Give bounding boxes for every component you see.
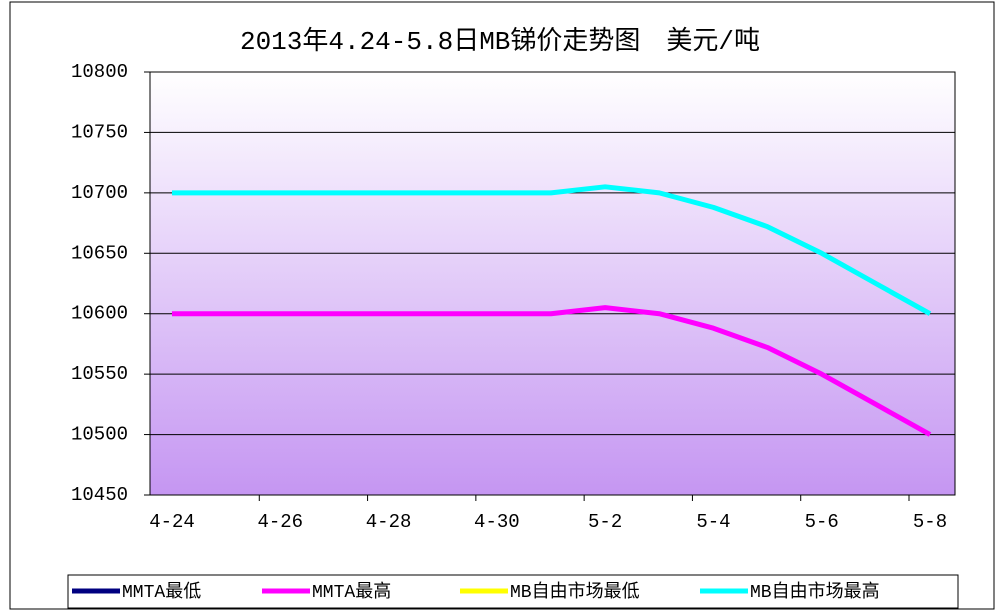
y-tick-label: 10700 (71, 182, 128, 204)
y-tick-label: 10750 (71, 121, 128, 143)
x-tick-label: 4-28 (366, 511, 412, 533)
x-tick-label: 4-24 (149, 511, 195, 533)
y-tick-label: 10600 (71, 303, 128, 325)
y-tick-label: 10450 (71, 484, 128, 506)
series-line (172, 305, 932, 437)
x-tick-label: 5-2 (588, 511, 622, 533)
y-tick-label: 10550 (71, 363, 128, 385)
y-tick-label: 10800 (71, 61, 128, 83)
y-tick-label: 10650 (71, 242, 128, 264)
x-tick-label: 4-26 (257, 511, 303, 533)
legend-label: MB自由市场最低 (510, 581, 640, 603)
legend-label: MMTA最高 (312, 581, 391, 603)
y-tick-label: 10500 (71, 424, 128, 446)
x-tick-label: 5-6 (805, 511, 839, 533)
chart-title: 2013年4.24-5.8日MB锑价走势图 美元/吨 (240, 26, 760, 57)
plot-area (149, 71, 956, 496)
legend (67, 574, 959, 609)
x-tick-label: 4-30 (474, 511, 520, 533)
legend-label: MB自由市场最高 (750, 581, 880, 603)
x-tick-label: 5-4 (696, 511, 730, 533)
x-tick-label: 5-8 (913, 511, 947, 533)
series-line (172, 184, 932, 316)
legend-label: MMTA最低 (122, 581, 201, 603)
